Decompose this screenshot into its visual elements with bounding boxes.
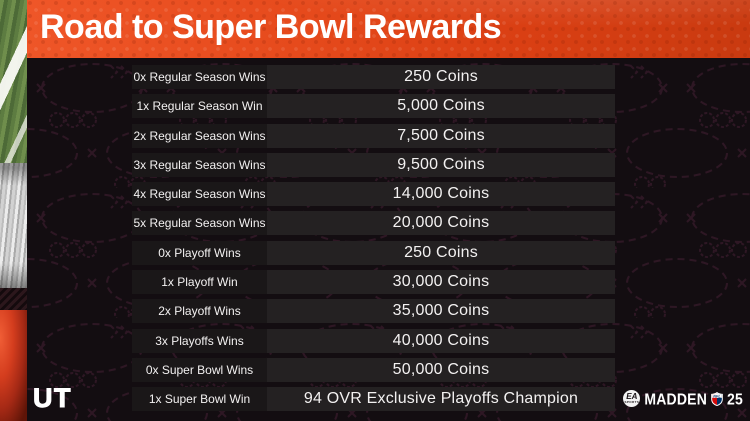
reward-value: 30,000 Coins [267,270,615,295]
reward-requirement: 0x Playoff Wins [132,240,267,265]
reward-row: 2x Playoff Wins 35,000 Coins [132,299,615,324]
reward-row: 0x Super Bowl Wins 50,000 Coins [132,357,615,382]
red-helmet-photo-segment [0,310,27,421]
madden-brand-lockup: EA SPORTS MADDEN NFL 25 [623,390,743,407]
reward-requirement: 1x Super Bowl Win [132,387,267,412]
reward-requirement: 3x Playoffs Wins [132,328,267,353]
reward-value: 5,000 Coins [267,94,615,119]
reward-row: 1x Playoff Win 30,000 Coins [132,270,615,295]
madden-wordmark: MADDEN [644,389,708,408]
reward-value: 14,000 Coins [267,182,615,207]
reward-requirement: 4x Regular Season Wins [132,182,267,207]
reward-row: 2x Regular Season Wins 7,500 Coins [132,123,615,148]
reward-value: 250 Coins [267,240,615,265]
reward-row: 3x Playoffs Wins 40,000 Coins [132,328,615,353]
page-header: Road to Super Bowl Rewards [27,0,750,58]
ea-sports-logo-icon: EA SPORTS [623,390,641,407]
metal-bench-photo-segment [0,163,27,288]
grass-photo-segment [0,0,27,163]
reward-row: 5x Regular Season Wins 20,000 Coins [132,211,615,236]
reward-requirement: 0x Regular Season Wins [132,65,267,89]
reward-row: 0x Playoff Wins 250 Coins [132,240,615,265]
reward-value: 20,000 Coins [267,211,615,236]
svg-text:NFL: NFL [713,394,721,398]
madden-year: 25 [727,389,743,408]
reward-requirement: 0x Super Bowl Wins [132,357,267,382]
reward-value: 50,000 Coins [267,357,615,382]
reward-requirement: 5x Regular Season Wins [132,211,267,236]
page-title: Road to Super Bowl Rewards [40,8,502,46]
sideline-photo-strip [0,0,27,421]
reward-requirement: 1x Playoff Win [132,270,267,295]
reward-value: 35,000 Coins [267,299,615,324]
nfl-shield-icon: NFL [711,391,723,406]
reward-row: 1x Regular Season Win 5,000 Coins [132,94,615,119]
reward-row: 0x Regular Season Wins 250 Coins [132,65,615,89]
reward-value: 9,500 Coins [267,152,615,177]
carbon-texture-segment [0,288,27,310]
reward-requirement: 2x Regular Season Wins [132,123,267,148]
reward-requirement: 2x Playoff Wins [132,299,267,324]
reward-value: 7,500 Coins [267,123,615,148]
reward-requirement: 1x Regular Season Win [132,94,267,119]
reward-value: 94 OVR Exclusive Playoffs Champion [267,387,615,412]
rewards-table: 0x Regular Season Wins 250 Coins 1x Regu… [132,65,615,412]
reward-value: 250 Coins [267,65,615,89]
reward-requirement: 3x Regular Season Wins [132,152,267,177]
reward-row: 4x Regular Season Wins 14,000 Coins [132,182,615,207]
ultimate-team-logo: UT [33,383,72,414]
reward-value: 40,000 Coins [267,328,615,353]
reward-row: 3x Regular Season Wins 9,500 Coins [132,152,615,177]
reward-row: 1x Super Bowl Win 94 OVR Exclusive Playo… [132,387,615,412]
